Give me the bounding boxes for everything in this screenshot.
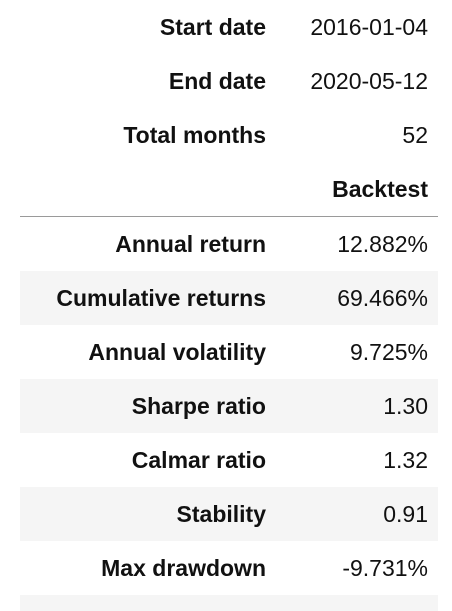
sharpe-ratio-value: 1.30	[282, 379, 438, 433]
annual-volatility-value: 9.725%	[349, 339, 428, 365]
stability-label: Stability	[20, 487, 282, 541]
annual-return-label: Annual return	[115, 231, 266, 257]
metric-row-annual-volatility: Annual volatility 9.725%	[20, 325, 438, 379]
end-date-value: 2020-05-12	[310, 68, 428, 94]
max-drawdown-label: Max drawdown	[101, 555, 266, 581]
metric-row-cumulative-returns: Cumulative returns 69.466%	[20, 271, 438, 325]
start-date-value: 2016-01-04	[310, 14, 428, 40]
metric-row-sharpe-ratio: Sharpe ratio 1.30	[20, 379, 438, 433]
stability-value: 0.91	[282, 487, 438, 541]
end-date-label: End date	[168, 68, 266, 94]
calmar-ratio-label: Calmar ratio	[131, 447, 266, 473]
column-header-row: Backtest	[20, 162, 438, 217]
trailing-cell-left	[20, 595, 282, 611]
meta-row-end-date: End date 2020-05-12	[20, 54, 438, 108]
calmar-ratio-value: 1.32	[383, 447, 428, 473]
performance-stats-table: Start date 2016-01-04 End date 2020-05-1…	[20, 0, 438, 611]
metric-row-annual-return: Annual return 12.882%	[20, 217, 438, 272]
total-months-label: Total months	[123, 122, 266, 148]
max-drawdown-value: -9.731%	[342, 555, 428, 581]
column-header-backtest: Backtest	[332, 176, 428, 202]
table-trailing-shaded-row	[20, 595, 438, 611]
metric-row-calmar-ratio: Calmar ratio 1.32	[20, 433, 438, 487]
total-months-value: 52	[402, 122, 428, 148]
meta-row-total-months: Total months 52	[20, 108, 438, 162]
annual-return-value: 12.882%	[337, 231, 428, 257]
meta-row-start-date: Start date 2016-01-04	[20, 0, 438, 54]
start-date-label: Start date	[159, 14, 266, 40]
trailing-cell-right	[282, 595, 438, 611]
cumulative-returns-value: 69.466%	[282, 271, 438, 325]
metric-row-max-drawdown: Max drawdown -9.731%	[20, 541, 438, 595]
annual-volatility-label: Annual volatility	[88, 339, 266, 365]
metric-row-stability: Stability 0.91	[20, 487, 438, 541]
header-spacer	[20, 162, 282, 217]
cumulative-returns-label: Cumulative returns	[20, 271, 282, 325]
sharpe-ratio-label: Sharpe ratio	[20, 379, 282, 433]
